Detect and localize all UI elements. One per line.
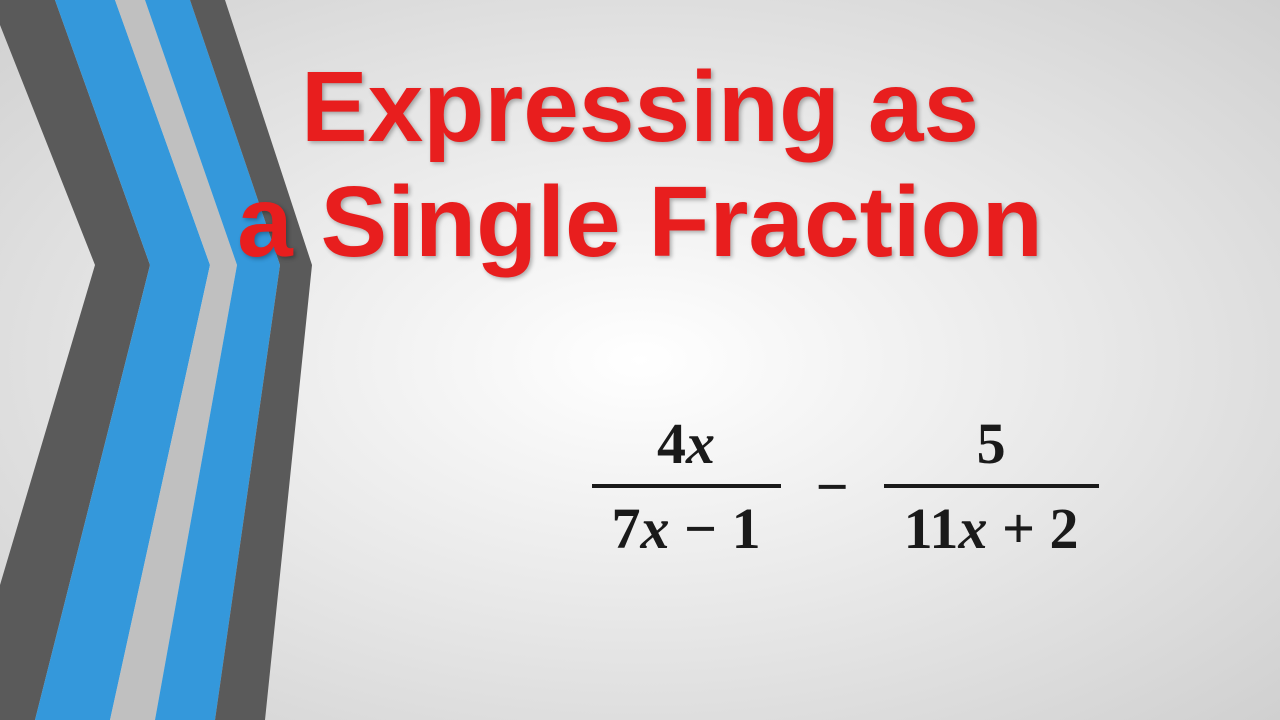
- equation-container: 4x 7x − 1 − 5 11x + 2: [480, 405, 1210, 567]
- fraction-2-numerator: 5: [957, 405, 1026, 482]
- fraction-line: [884, 484, 1099, 488]
- fraction-1-denominator: 7x − 1: [592, 490, 781, 567]
- fraction-1: 4x 7x − 1: [592, 405, 781, 567]
- fraction-line: [592, 484, 781, 488]
- title-line1: Expressing as: [0, 50, 1280, 165]
- minus-operator: −: [816, 453, 849, 520]
- fraction-1-numerator: 4x: [637, 405, 735, 482]
- title-line2: a Single Fraction: [0, 165, 1280, 280]
- fraction-2: 5 11x + 2: [884, 405, 1099, 567]
- fraction-2-denominator: 11x + 2: [884, 490, 1099, 567]
- title-container: Expressing as a Single Fraction: [0, 50, 1280, 280]
